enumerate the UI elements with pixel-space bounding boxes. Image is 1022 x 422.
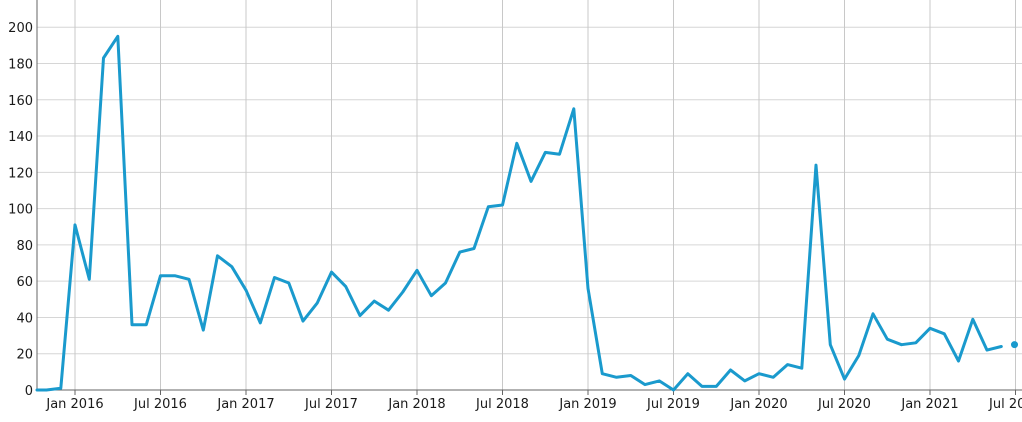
y-tick-label: 180	[8, 57, 33, 72]
x-tick-label: Jul 2021	[988, 397, 1022, 412]
y-tick-label: 40	[16, 311, 33, 326]
y-tick-label: 60	[16, 275, 33, 290]
x-tick-label: Jan 2017	[216, 397, 274, 412]
x-tick-label: Jul 2016	[133, 397, 187, 412]
chart-axes	[36, 0, 1022, 395]
x-tick-label: Jan 2020	[729, 397, 787, 412]
x-tick-label: Jan 2021	[900, 397, 958, 412]
y-tick-label: 0	[25, 384, 33, 399]
x-tick-label: Jul 2018	[475, 397, 529, 412]
series-line	[35, 34, 1003, 392]
y-tick-label: 80	[16, 239, 33, 254]
chart-grid	[37, 0, 1022, 390]
x-tick-label: Jan 2016	[45, 397, 103, 412]
y-tick-label: 20	[16, 348, 33, 363]
x-axis-labels: Jan 2016 Jul 2016 Jan 2017 Jul 2017 Jan 2018…	[45, 397, 1022, 412]
y-tick-label: 120	[8, 166, 33, 181]
series-end-point	[1011, 341, 1018, 349]
x-tick-label: Jul 2017	[304, 397, 358, 412]
x-tick-label: Jan 2018	[387, 397, 445, 412]
y-tick-label: 160	[8, 94, 33, 109]
y-tick-label: 200	[8, 21, 33, 36]
x-tick-label: Jan 2019	[558, 397, 616, 412]
y-tick-label: 100	[8, 203, 33, 218]
x-tick-label: Jul 2020	[817, 397, 871, 412]
y-tick-label: 140	[8, 130, 33, 145]
x-tick-label: Jul 2019	[646, 397, 700, 412]
chart-series	[35, 34, 1018, 392]
y-axis-labels: 0 20 40 60 80 100 120 140 160 180 200	[8, 21, 33, 399]
